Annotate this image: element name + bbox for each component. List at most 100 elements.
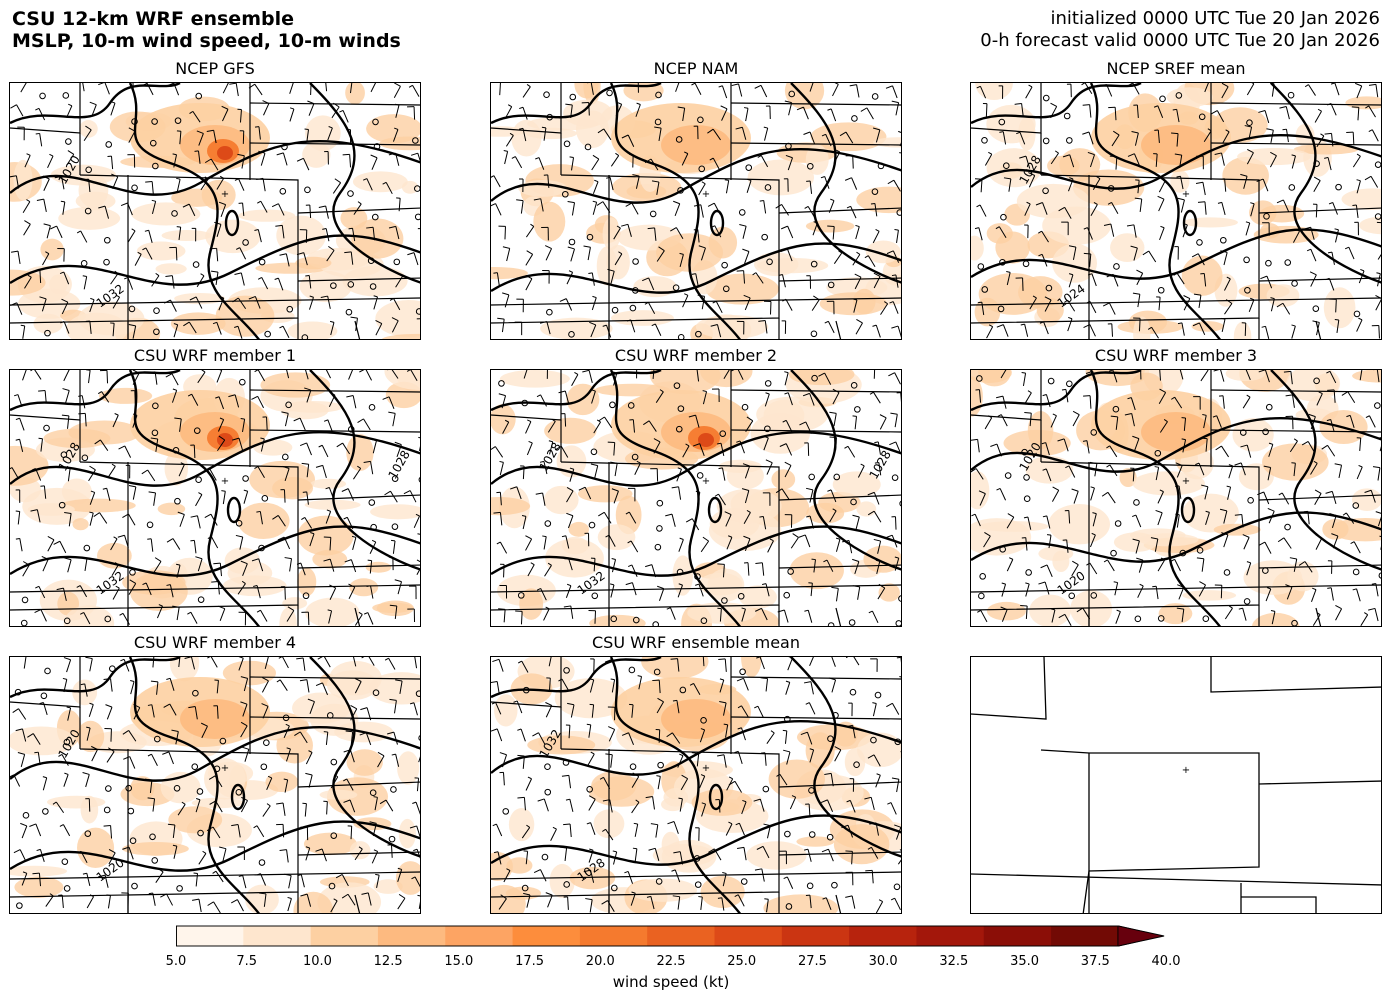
wind-barb (634, 460, 641, 475)
calm-wind-circle (286, 305, 294, 313)
wind-barb (545, 702, 553, 718)
wind-barb (1102, 84, 1113, 97)
calm-wind-circle (129, 569, 136, 576)
wind-barb (128, 485, 137, 500)
wind-speed-shading (10, 83, 420, 339)
wind-barb (296, 562, 306, 576)
wind-barb (60, 200, 66, 215)
wind-barb (1177, 197, 1185, 213)
wind-barb (680, 774, 689, 791)
wind-barb (1266, 128, 1274, 143)
wind-barb (45, 893, 54, 907)
init-time-text: initialized 0000 UTC Tue 20 Jan 2026 (1050, 8, 1380, 29)
calm-wind-circle (679, 686, 687, 694)
map-panel-sref: +1024 1028 (970, 82, 1382, 340)
wind-barb (1156, 296, 1161, 311)
wind-barb (737, 727, 746, 741)
wind-barb (518, 660, 529, 673)
wind-barb (30, 370, 42, 380)
wind-barb (691, 83, 702, 95)
wind-barb (719, 700, 727, 716)
wind-barb (1087, 273, 1097, 287)
wind-barb (98, 874, 109, 888)
wind-barb (693, 204, 704, 218)
wind-barb (990, 443, 1002, 457)
wind-barb (118, 445, 132, 458)
wind-barb (23, 657, 27, 669)
wind-barb (1329, 298, 1337, 313)
wind-barb (805, 487, 814, 503)
calm-wind-circle (611, 306, 619, 314)
wind-barb (238, 611, 247, 626)
wind-barb (395, 103, 400, 118)
calm-wind-circle (722, 285, 730, 293)
wind-barb (86, 370, 91, 384)
wind-barb (1177, 322, 1185, 336)
wind-barb (1061, 221, 1069, 236)
wind-barb (798, 534, 811, 548)
wind-barb (671, 486, 682, 500)
wind-barb (873, 538, 882, 554)
wind-barb (607, 441, 616, 456)
wind-barb (144, 778, 153, 793)
wind-barb (655, 729, 661, 743)
wind-barb (886, 250, 900, 263)
wind-barb (844, 445, 856, 458)
wind-barb (1068, 273, 1074, 288)
wind-barb (1276, 199, 1290, 212)
calm-wind-circle (1374, 402, 1381, 409)
wind-barb (558, 390, 570, 404)
wind-barb (1020, 605, 1028, 619)
wind-barb (142, 582, 152, 596)
wind-barb (845, 155, 854, 169)
wind-barb (670, 658, 680, 672)
calm-wind-circle (870, 736, 877, 744)
state-borders (491, 370, 901, 626)
colorbar-segment (781, 925, 850, 947)
wind-barb (237, 846, 245, 861)
calm-wind-circle (347, 426, 355, 433)
wind-barb (13, 849, 27, 862)
calm-wind-circle (629, 763, 637, 770)
wind-barb (207, 657, 218, 668)
calm-wind-circle (1047, 377, 1055, 385)
calm-wind-circle (997, 305, 1005, 313)
wind-barb (112, 585, 120, 600)
wind-barb (1292, 228, 1300, 243)
wind-barb (130, 390, 136, 404)
calm-wind-circle (1198, 113, 1206, 121)
wind-barb (672, 895, 681, 910)
wind-barb (736, 677, 749, 691)
wind-barb (234, 325, 243, 339)
wind-barb (1221, 532, 1229, 548)
wind-barb (403, 490, 417, 503)
wind-barb (345, 730, 354, 745)
wind-barb (1298, 561, 1313, 573)
wind-barb (546, 370, 548, 379)
colorbar-label: wind speed (kt) (612, 973, 730, 991)
wind-barb (500, 563, 505, 578)
calm-wind-circle (44, 667, 51, 675)
colorbar-tick-label: 15.0 (444, 954, 474, 969)
wind-barb (54, 176, 65, 190)
wind-barb (519, 106, 528, 120)
wind-barb (315, 848, 327, 862)
wind-barb (60, 321, 70, 334)
wind-barb (294, 731, 308, 744)
calm-wind-circle (1243, 256, 1250, 264)
calm-wind-circle (1023, 474, 1030, 481)
wind-barb (343, 749, 355, 763)
wind-barb (323, 558, 335, 572)
calm-wind-circle (326, 712, 334, 719)
wind-barbs (10, 370, 420, 626)
wind-barb (754, 868, 765, 882)
station-marker: + (221, 476, 229, 487)
wind-barb (787, 657, 793, 671)
wind-barb (636, 370, 638, 379)
wind-barb (1028, 172, 1036, 188)
wind-barb (523, 892, 531, 908)
wind-barb (192, 898, 202, 913)
wind-barb (184, 657, 196, 670)
wind-barb (675, 83, 680, 92)
wind-barb (736, 320, 745, 335)
